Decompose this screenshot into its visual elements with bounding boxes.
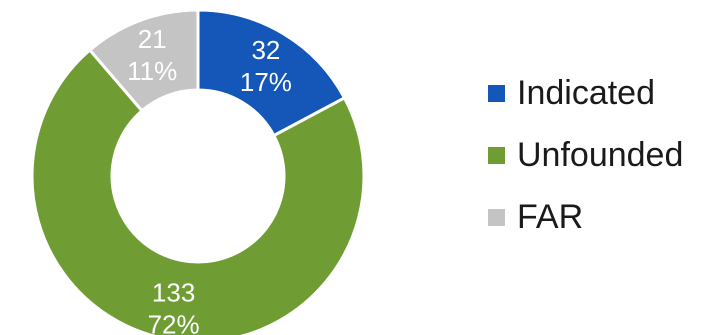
legend-swatch-indicated	[488, 84, 505, 102]
legend-swatch-far	[488, 208, 505, 226]
percent-label-unfounded: 72%	[148, 310, 200, 335]
slice-far	[87, 8, 200, 113]
value-label-unfounded: 133	[152, 278, 195, 308]
legend: Indicated Unfounded FAR	[488, 62, 683, 248]
legend-label-unfounded: Unfounded	[517, 135, 684, 174]
legend-label-far: FAR	[517, 197, 584, 236]
value-label-indicated: 32	[251, 35, 280, 65]
percent-label-far: 11%	[127, 56, 177, 86]
legend-item-unfounded: Unfounded	[488, 124, 683, 186]
percent-label-indicated: 17%	[240, 67, 292, 97]
legend-swatch-unfounded	[488, 146, 505, 164]
legend-item-indicated: Indicated	[488, 62, 683, 124]
slice-unfounded	[30, 47, 366, 335]
value-label-far: 21	[138, 24, 167, 54]
legend-item-far: FAR	[488, 186, 683, 248]
legend-label-indicated: Indicated	[517, 73, 655, 112]
